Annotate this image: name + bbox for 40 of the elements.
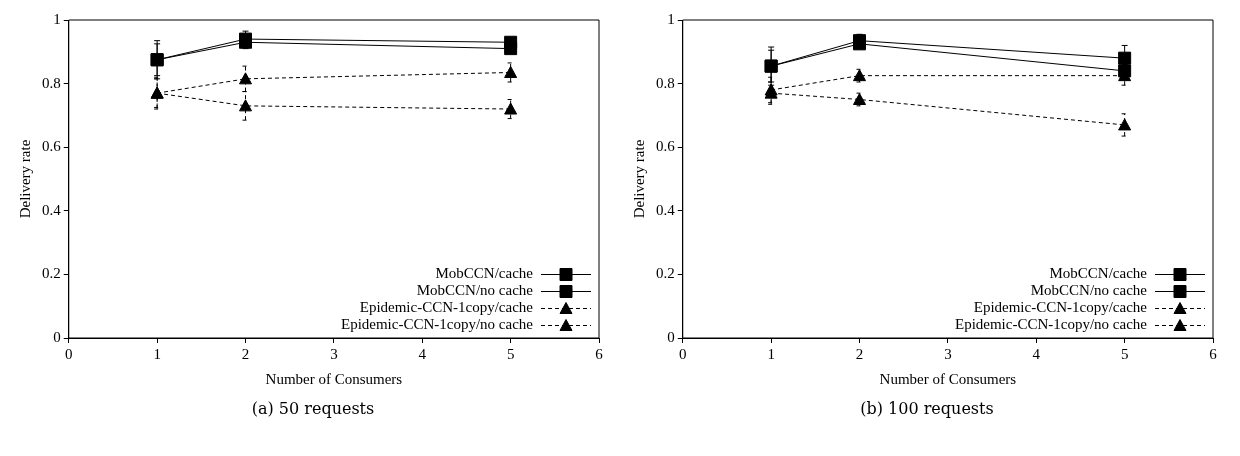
y-tick-label: 0 <box>53 328 61 345</box>
x-tick-label: 6 <box>1209 345 1218 362</box>
x-tick-label: 5 <box>506 345 515 362</box>
text: (a) 50 requests <box>251 399 375 418</box>
legend-label: MobCCN/cache <box>435 265 534 282</box>
legend-label: MobCCN/no cache <box>416 282 534 299</box>
x-axis-title: Number of Consumers <box>879 370 1017 387</box>
x-tick-label: 4 <box>418 345 427 362</box>
y-tick-label: 0.6 <box>42 138 62 155</box>
x-tick-label: 2 <box>855 345 864 362</box>
x-tick-label: 4 <box>1032 345 1041 362</box>
x-tick-label: 0 <box>65 345 73 362</box>
x-tick-label: 5 <box>1120 345 1129 362</box>
x-tick-label: 1 <box>153 345 161 362</box>
legend-label: Epidemic-CCN-1copy/no cache <box>340 316 534 333</box>
y-tick-label: 1 <box>667 10 675 27</box>
x-tick-label: 3 <box>330 345 338 362</box>
y-axis-title: Delivery rate <box>16 139 33 219</box>
legend-label: Epidemic-CCN-1copy/cache <box>359 299 534 316</box>
y-tick-label: 0.4 <box>42 201 62 218</box>
y-tick-label: 0.8 <box>656 74 675 91</box>
y-tick-label: 0.6 <box>656 138 676 155</box>
y-tick-label: 0.2 <box>42 265 61 282</box>
y-tick-label: 0 <box>667 328 675 345</box>
legend-label: MobCCN/cache <box>1049 265 1148 282</box>
y-axis-title: Delivery rate <box>630 139 647 219</box>
y-tick-label: 1 <box>53 10 61 27</box>
x-tick-label: 3 <box>944 345 952 362</box>
y-tick-label: 0.8 <box>42 74 61 91</box>
y-tick-label: 0.2 <box>656 265 675 282</box>
x-tick-label: 6 <box>595 345 604 362</box>
legend-label: MobCCN/no cache <box>1030 282 1148 299</box>
legend-label: Epidemic-CCN-1copy/cache <box>973 299 1148 316</box>
y-tick-label: 0.4 <box>656 201 676 218</box>
text: (b) 100 requests <box>860 399 994 418</box>
legend-label: Epidemic-CCN-1copy/no cache <box>954 316 1148 333</box>
x-axis-title: Number of Consumers <box>265 370 403 387</box>
x-tick-label: 2 <box>241 345 250 362</box>
x-tick-label: 1 <box>767 345 775 362</box>
x-tick-label: 0 <box>679 345 687 362</box>
